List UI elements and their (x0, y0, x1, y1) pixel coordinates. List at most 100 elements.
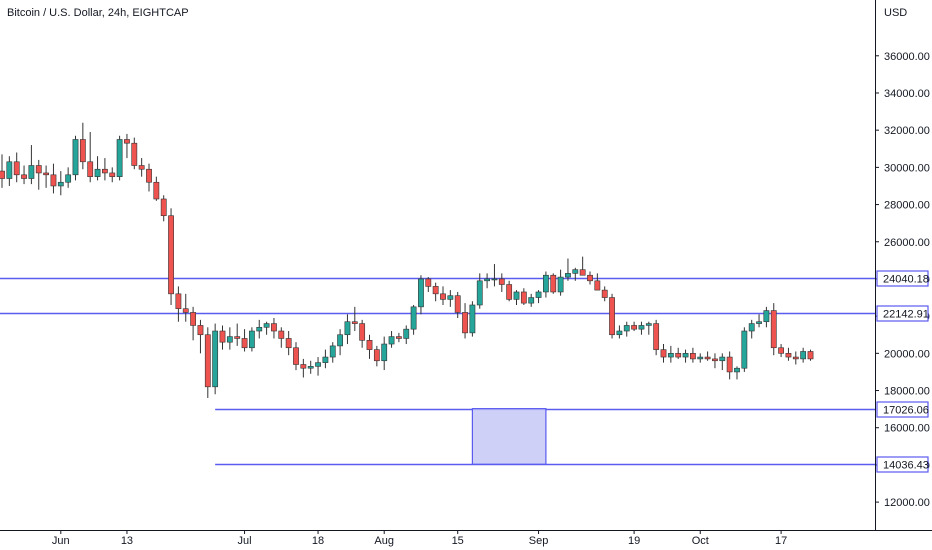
candle (542, 271, 549, 298)
candle (587, 271, 593, 285)
candle-body-down (425, 278, 432, 287)
candle (241, 329, 248, 352)
time-tick-label: 17 (775, 535, 787, 547)
candle-body-up (418, 278, 424, 308)
candle-body-up (682, 353, 689, 358)
candle (146, 163, 152, 192)
candle-body-down (351, 321, 358, 324)
candle-body-down (285, 338, 292, 349)
candle-body-down (79, 139, 86, 163)
candle (785, 347, 792, 361)
time-tick-label: Sep (529, 535, 549, 547)
candle (498, 273, 505, 292)
candle-body-up (329, 345, 336, 358)
candle (410, 304, 417, 335)
candle (682, 349, 689, 363)
candle-body-down (601, 289, 608, 298)
candle-body-up (513, 291, 520, 300)
level-tag-label: 24040.18 (883, 274, 929, 286)
candle (204, 327, 211, 398)
time-tick: Jul (238, 530, 252, 547)
candle-body-down (587, 274, 593, 282)
candle-body-down (675, 353, 682, 358)
time-tick-label: 19 (628, 535, 640, 547)
candle-body-down (153, 181, 160, 200)
candle (535, 290, 542, 304)
candle-body-down (271, 323, 277, 332)
candle-body-up (734, 367, 740, 373)
candle (645, 321, 652, 335)
candle (756, 314, 762, 328)
price-tick: 12000.00 (875, 497, 930, 509)
candle (381, 336, 388, 371)
candle (300, 358, 307, 378)
candle (219, 325, 226, 350)
candle (65, 167, 72, 188)
candle (616, 325, 623, 339)
candle-body-up (447, 295, 454, 300)
candle (520, 288, 527, 305)
price-tick: 34000.00 (875, 88, 930, 100)
candle (418, 275, 424, 315)
candle (307, 360, 314, 374)
range-box[interactable] (471, 408, 547, 465)
candle (102, 158, 108, 181)
candle (190, 306, 196, 341)
candle-body-up (94, 168, 101, 177)
candle-body-down (241, 338, 248, 349)
candle (572, 267, 579, 281)
level-tag-box (876, 456, 929, 473)
candle (116, 135, 123, 181)
candle-body-down (498, 278, 505, 285)
candle (484, 273, 490, 289)
time-tick: Oct (692, 530, 709, 547)
candle-body-down (550, 274, 557, 293)
candle-body-down (160, 198, 167, 217)
candle (734, 366, 740, 380)
price-tick: 30000.00 (875, 162, 930, 174)
candle (425, 277, 432, 292)
candle-body-down (138, 165, 145, 170)
horizontal-levels (0, 277, 875, 466)
candle-body-down (35, 165, 42, 174)
candle (800, 347, 807, 363)
candle (631, 321, 637, 332)
time-scale[interactable]: Jun 13 Jul 18 Aug 15 Sep 19 Oct 17 (0, 530, 932, 547)
candle-body-down (300, 364, 307, 369)
candle-body-up (65, 174, 72, 183)
time-tick-label: 15 (452, 535, 464, 547)
candle-body-up (6, 161, 13, 179)
candle (182, 293, 189, 322)
candle-body-down (109, 172, 116, 177)
candle-body-up (623, 325, 630, 332)
range-box-rect[interactable] (471, 408, 547, 465)
price-tick: 16000.00 (875, 423, 930, 435)
time-ticks: Jun 13 Jul 18 Aug 15 Sep 19 Oct 17 (52, 530, 787, 547)
candle (395, 332, 402, 343)
time-tick-label: Aug (374, 535, 394, 547)
candle (550, 273, 557, 294)
candle (72, 135, 79, 181)
candle-body-down (50, 174, 57, 187)
price-scale[interactable]: USD 12000.0014000.0016000.0018000.002000… (875, 0, 930, 530)
price-tick-label: 28000.00 (884, 200, 930, 212)
candle-body-down (579, 269, 586, 276)
candle-body-up (322, 356, 329, 363)
candle-body-down (770, 310, 777, 349)
candle-body-up (28, 165, 35, 179)
time-tick-label: 13 (121, 535, 133, 547)
candle (344, 314, 351, 345)
candle-body-down (13, 161, 20, 176)
plot-area[interactable] (0, 122, 875, 466)
time-tick: 17 (775, 530, 787, 547)
candle (278, 327, 285, 348)
candle (21, 165, 27, 185)
level-tag: 22142.91 (876, 305, 929, 322)
candle-body-down (689, 353, 696, 360)
price-level-tags: 24040.18 22142.91 17026.06 14036.43 (876, 270, 929, 473)
candle (373, 345, 380, 367)
time-tick-label: Jun (52, 535, 70, 547)
candle (513, 290, 520, 305)
candle-body-down (278, 330, 285, 339)
